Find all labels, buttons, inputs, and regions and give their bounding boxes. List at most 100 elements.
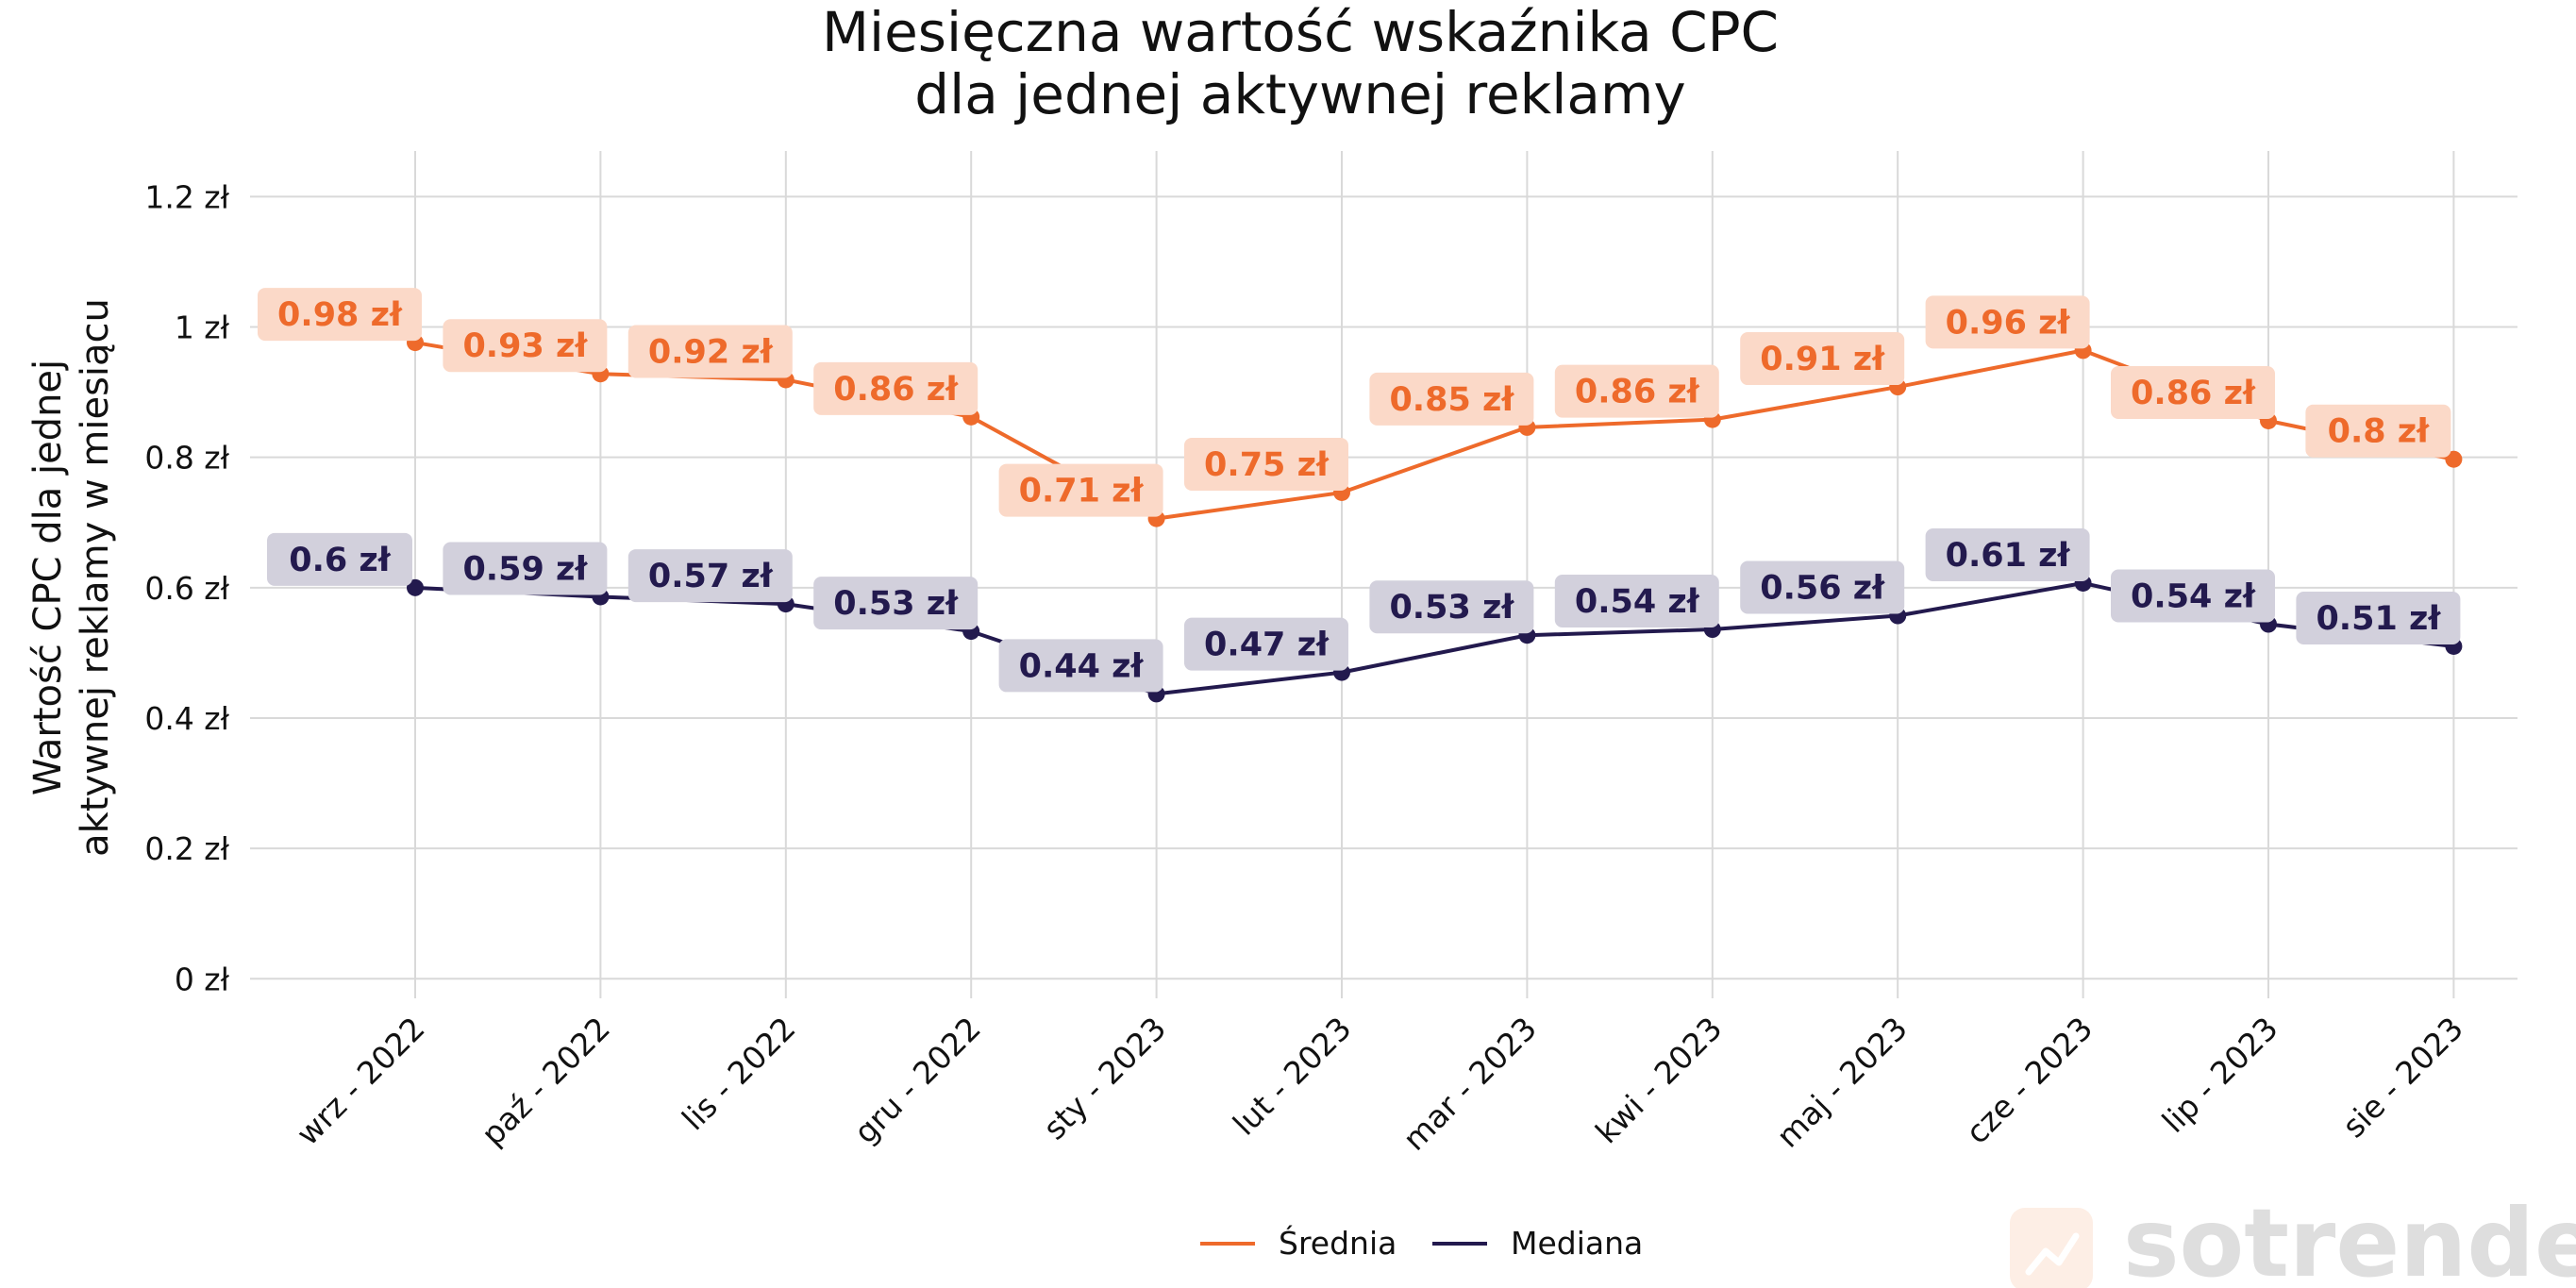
data-label-mediana: 0.59 zł bbox=[443, 542, 608, 595]
x-tick-label: lip - 2023 bbox=[2155, 1010, 2285, 1140]
y-tick-label: 0.6 zł bbox=[144, 570, 229, 607]
y-axis-ticks: 0 zł 0.2 zł 0.4 zł 0.6 zł 0.8 zł 1 zł 1.2 zł bbox=[144, 178, 229, 997]
data-label-mediana: 0.54 zł bbox=[1554, 575, 1719, 628]
data-label-srednia: 0.96 zł bbox=[1925, 295, 2090, 349]
y-axis-label-line-1: Wartość CPC dla jednej bbox=[26, 360, 70, 795]
data-label-bg bbox=[627, 549, 793, 603]
data-label-text: 0.53 zł bbox=[833, 585, 959, 623]
data-label-bg bbox=[998, 463, 1163, 517]
x-tick-label: gru - 2022 bbox=[846, 1010, 987, 1150]
x-tick-label: lut - 2023 bbox=[1226, 1010, 1359, 1143]
data-label-bg bbox=[1740, 560, 1905, 614]
series-line-srednia bbox=[414, 341, 2454, 521]
y-tick-label: 1 zł bbox=[175, 309, 230, 346]
data-label-text: 0.51 zł bbox=[2316, 600, 2441, 638]
data-point-srednia bbox=[2445, 450, 2463, 468]
data-label-bg bbox=[443, 319, 608, 373]
y-axis-label-line-2: aktywnej reklamy w miesiącu bbox=[74, 298, 117, 857]
data-label-text: 0.54 zł bbox=[1575, 583, 1700, 621]
data-label-srednia: 0.92 zł bbox=[627, 325, 793, 378]
data-label-mediana: 0.6 zł bbox=[267, 532, 412, 586]
data-label-text: 0.86 zł bbox=[1575, 374, 1700, 411]
data-label-mediana: 0.53 zł bbox=[813, 577, 979, 630]
data-label-bg bbox=[267, 532, 412, 586]
data-label-mediana: 0.53 zł bbox=[1369, 580, 1534, 634]
data-label-mediana: 0.57 zł bbox=[627, 549, 793, 603]
data-label-text: 0.47 zł bbox=[1204, 627, 1330, 664]
data-label-srednia: 0.85 zł bbox=[1369, 372, 1534, 426]
data-label-text: 0.71 zł bbox=[1019, 473, 1145, 510]
data-label-bg bbox=[2296, 591, 2461, 644]
y-tick-label: 1.2 zł bbox=[144, 178, 229, 215]
data-label-text: 0.96 zł bbox=[1946, 304, 2071, 342]
data-label-srednia: 0.86 zł bbox=[813, 361, 979, 415]
data-label-srednia: 0.98 zł bbox=[258, 288, 422, 342]
data-label-text: 0.86 zł bbox=[2131, 375, 2256, 412]
x-tick-label: cze - 2023 bbox=[1959, 1010, 2100, 1151]
legend-label-srednia: Średnia bbox=[1279, 1224, 1397, 1262]
data-label-mediana: 0.54 zł bbox=[2111, 569, 2275, 623]
sotrender-wordmark: sotrender bbox=[2123, 1188, 2576, 1288]
x-tick-label: sie - 2023 bbox=[2335, 1010, 2470, 1145]
y-tick-label: 0.4 zł bbox=[144, 700, 229, 737]
data-label-text: 0.53 zł bbox=[1389, 589, 1514, 627]
data-label-bg bbox=[1184, 437, 1348, 491]
data-label-bg bbox=[1369, 372, 1534, 426]
x-tick-label: wrz - 2022 bbox=[290, 1010, 432, 1152]
data-label-text: 0.56 zł bbox=[1760, 570, 1885, 608]
data-label-bg bbox=[627, 325, 793, 378]
data-label-srednia: 0.71 zł bbox=[998, 463, 1163, 517]
data-label-text: 0.59 zł bbox=[462, 550, 588, 588]
data-label-text: 0.92 zł bbox=[648, 333, 774, 371]
data-label-bg bbox=[443, 542, 608, 595]
legend-label-mediana: Mediana bbox=[1511, 1225, 1643, 1262]
data-label-srednia: 0.93 zł bbox=[443, 319, 608, 373]
data-label-mediana: 0.47 zł bbox=[1184, 617, 1348, 671]
data-label-srednia: 0.86 zł bbox=[1554, 364, 1719, 418]
data-label-text: 0.57 zł bbox=[648, 558, 774, 595]
x-tick-label: mar - 2023 bbox=[1396, 1010, 1544, 1158]
data-label-text: 0.85 zł bbox=[1389, 381, 1514, 419]
data-label-text: 0.44 zł bbox=[1019, 647, 1145, 685]
data-label-bg bbox=[813, 577, 979, 630]
data-label-text: 0.91 zł bbox=[1760, 341, 1885, 378]
data-label-bg bbox=[813, 361, 979, 415]
data-label-text: 0.54 zł bbox=[2131, 577, 2256, 615]
x-axis-ticks: wrz - 2022 paź - 2022 lis - 2022 gru - 2022… bbox=[290, 1010, 2471, 1158]
chart-title-line-1: Miesięczna wartość wskaźnika CPC bbox=[822, 0, 1779, 64]
y-tick-label: 0 zł bbox=[175, 961, 230, 997]
data-label-srednia: 0.86 zł bbox=[2111, 365, 2275, 419]
data-label-text: 0.93 zł bbox=[462, 327, 588, 365]
data-labels: 0.98 zł 0.93 zł 0.92 zł 0.86 zł 0.71 zł 0.75 … bbox=[258, 288, 2461, 693]
data-label-bg bbox=[1925, 527, 2090, 581]
data-label-mediana: 0.44 zł bbox=[998, 639, 1163, 693]
x-tick-label: kwi - 2023 bbox=[1588, 1010, 1729, 1150]
data-label-bg bbox=[2111, 365, 2275, 419]
data-label-mediana: 0.61 zł bbox=[1925, 527, 2090, 581]
data-label-bg bbox=[1925, 295, 2090, 349]
y-tick-label: 0.2 zł bbox=[144, 830, 229, 867]
data-point-mediana bbox=[407, 578, 424, 596]
x-tick-label: paź - 2022 bbox=[474, 1010, 617, 1153]
data-label-bg bbox=[258, 288, 422, 342]
data-label-bg bbox=[998, 639, 1163, 693]
data-label-text: 0.98 zł bbox=[277, 296, 403, 334]
y-axis-label: Wartość CPC dla jednej aktywnej reklamy … bbox=[26, 298, 117, 857]
x-tick-label: lis - 2022 bbox=[675, 1010, 802, 1137]
legend: Średnia Mediana bbox=[1200, 1224, 1643, 1262]
data-label-bg bbox=[1554, 364, 1719, 418]
data-label-bg bbox=[1184, 617, 1348, 671]
chart-title-line-2: dla jednej aktywnej reklamy bbox=[914, 62, 1685, 126]
data-label-mediana: 0.56 zł bbox=[1740, 560, 1905, 614]
x-tick-label: sty - 2023 bbox=[1036, 1010, 1173, 1146]
data-label-mediana: 0.51 zł bbox=[2296, 591, 2461, 644]
data-label-text: 0.6 zł bbox=[289, 542, 392, 579]
data-label-text: 0.86 zł bbox=[833, 371, 959, 409]
data-label-bg bbox=[1740, 332, 1905, 386]
x-tick-label: maj - 2023 bbox=[1769, 1010, 1915, 1155]
data-label-srednia: 0.91 zł bbox=[1740, 332, 1905, 386]
data-label-bg bbox=[2111, 569, 2275, 623]
y-tick-label: 0.8 zł bbox=[144, 440, 229, 477]
data-label-bg bbox=[1369, 580, 1534, 634]
data-label-text: 0.8 zł bbox=[2328, 413, 2431, 451]
